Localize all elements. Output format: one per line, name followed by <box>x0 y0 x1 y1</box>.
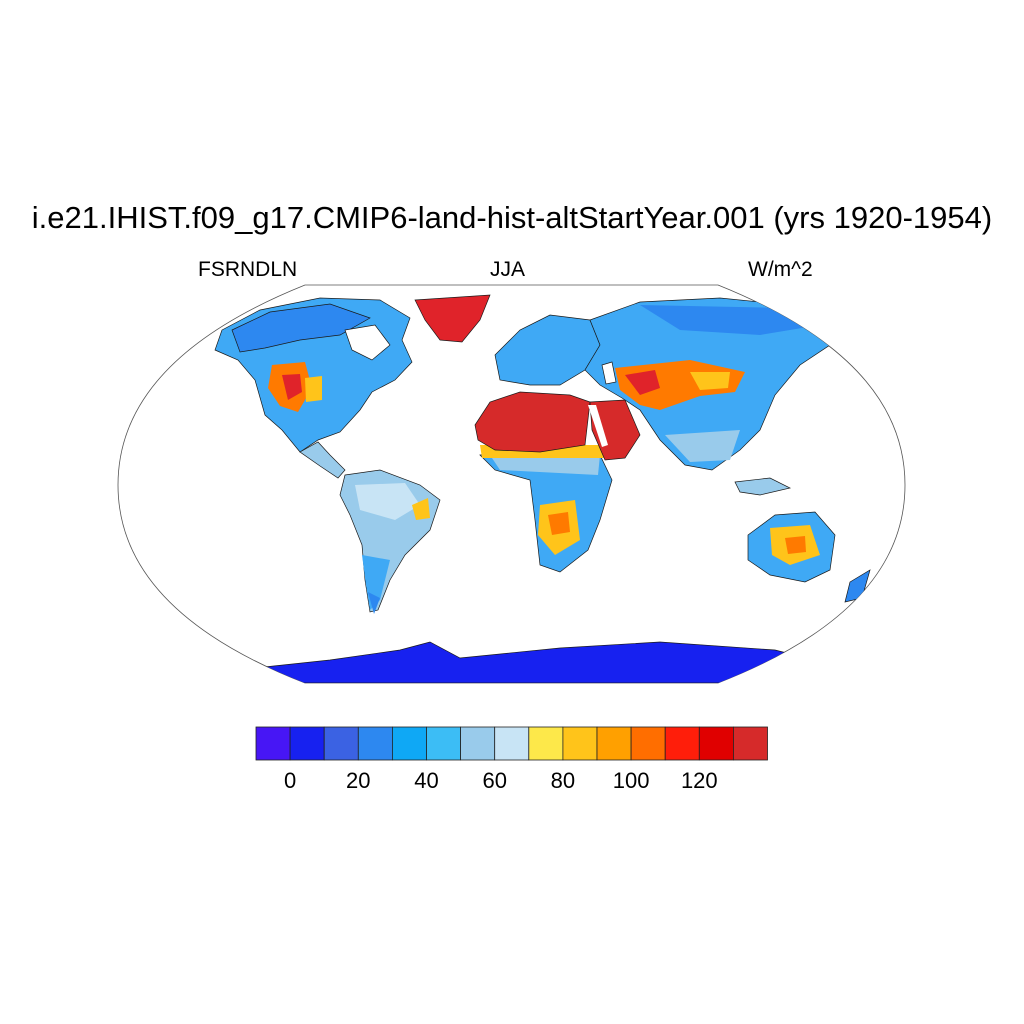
australia-core <box>785 536 806 554</box>
hudson-bay <box>344 324 391 361</box>
us-southwest-core <box>282 374 302 400</box>
colorbar-tick-label: 80 <box>551 768 575 793</box>
variable-label: FSRNDLN <box>198 258 298 281</box>
colorbar-box <box>733 726 768 761</box>
colorbar-box <box>630 726 666 761</box>
season-label: JJA <box>490 258 526 281</box>
patagonia <box>368 592 380 614</box>
colorbar-box <box>255 726 291 761</box>
colorbar-box <box>357 726 393 761</box>
red-sea <box>588 405 608 447</box>
units-label: W/m^2 <box>748 258 813 281</box>
indonesia <box>734 477 792 496</box>
central-asia-core <box>625 370 660 395</box>
colorbar-box <box>562 726 598 761</box>
colorbar-box <box>698 726 734 761</box>
north-america-boreal <box>231 303 371 353</box>
colorbar-tick-label: 20 <box>346 768 370 793</box>
south-asia <box>665 430 740 462</box>
colorbar-box <box>323 726 359 761</box>
south-america-south <box>362 555 390 610</box>
colorbar-box <box>289 726 325 761</box>
us-great-plains <box>305 376 322 402</box>
central-america <box>299 441 346 479</box>
gobi <box>690 372 730 390</box>
amazon <box>355 483 420 520</box>
sahara <box>474 391 591 453</box>
colorbar-box <box>460 726 496 761</box>
greenland <box>414 294 491 343</box>
colorbar-box <box>528 726 564 761</box>
colorbar-box <box>664 726 700 761</box>
africa-tropics <box>490 455 600 475</box>
antarctica <box>118 641 905 683</box>
caspian-sea <box>601 361 617 385</box>
brazil-highlands <box>412 498 430 520</box>
colorbar-box <box>391 726 427 761</box>
colorbar-box <box>596 726 632 761</box>
figure-title: i.e21.IHIST.f09_g17.CMIP6-land-hist-altS… <box>31 200 993 235</box>
colorbar-box <box>494 726 530 761</box>
colorbar-tick-label: 40 <box>414 768 438 793</box>
colorbar-tick-label: 60 <box>482 768 506 793</box>
colorbar-tick-label: 0 <box>284 768 296 793</box>
siberia <box>640 305 820 335</box>
kalahari-core <box>548 512 570 535</box>
colorbar-tick-label: 120 <box>681 768 718 793</box>
colorbar-tick-label: 100 <box>613 768 650 793</box>
colorbar-box <box>426 726 461 761</box>
